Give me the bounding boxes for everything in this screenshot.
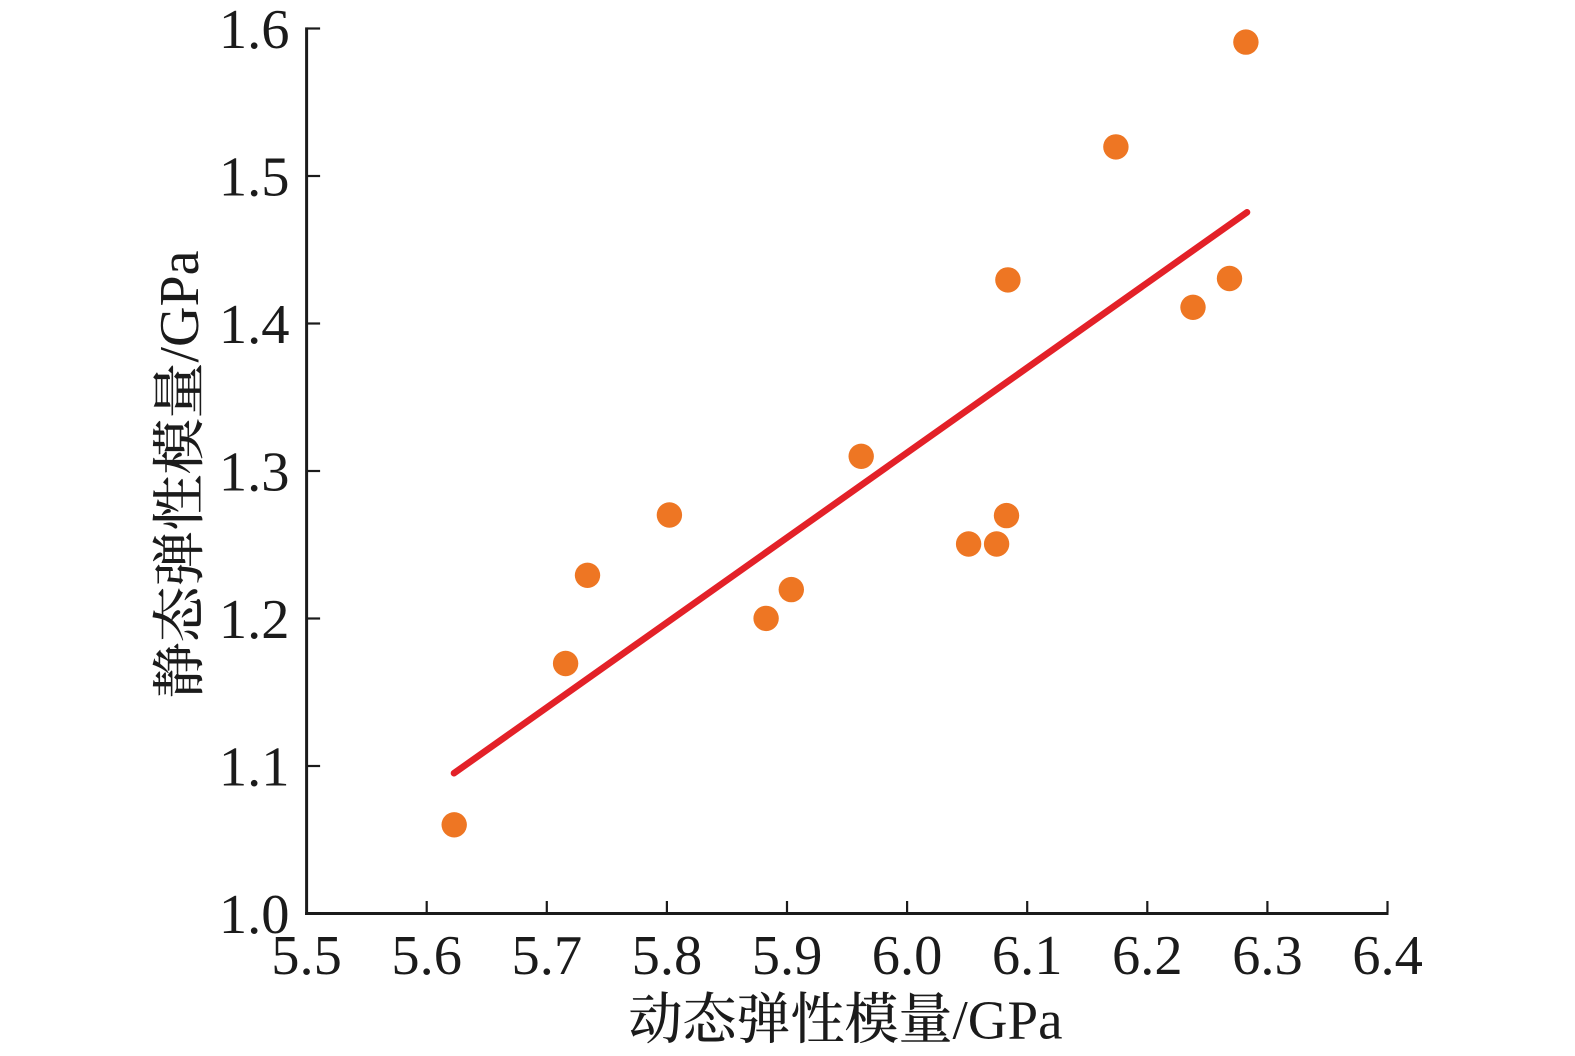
svg-text:1.6: 1.6 — [219, 0, 290, 61]
svg-text:1.0: 1.0 — [219, 884, 290, 946]
svg-text:5.9: 5.9 — [752, 925, 823, 987]
svg-text:5.8: 5.8 — [632, 925, 703, 987]
svg-text:6.3: 6.3 — [1232, 925, 1303, 987]
svg-text:/GPa: /GPa — [149, 250, 211, 362]
svg-text:5.7: 5.7 — [511, 925, 582, 987]
svg-text:1.1: 1.1 — [219, 736, 290, 798]
svg-text:1.3: 1.3 — [219, 441, 290, 503]
svg-text:5.5: 5.5 — [271, 925, 342, 987]
svg-text:5.6: 5.6 — [391, 925, 462, 987]
svg-text:6.0: 6.0 — [872, 925, 943, 987]
svg-text:6.1: 6.1 — [992, 925, 1063, 987]
svg-text:6.4: 6.4 — [1352, 925, 1423, 987]
svg-text:6.2: 6.2 — [1112, 925, 1183, 987]
svg-text:/GPa: /GPa — [953, 990, 1063, 1051]
svg-text:1.4: 1.4 — [219, 294, 290, 356]
svg-text:1.5: 1.5 — [219, 146, 290, 208]
svg-text:1.2: 1.2 — [219, 589, 290, 651]
